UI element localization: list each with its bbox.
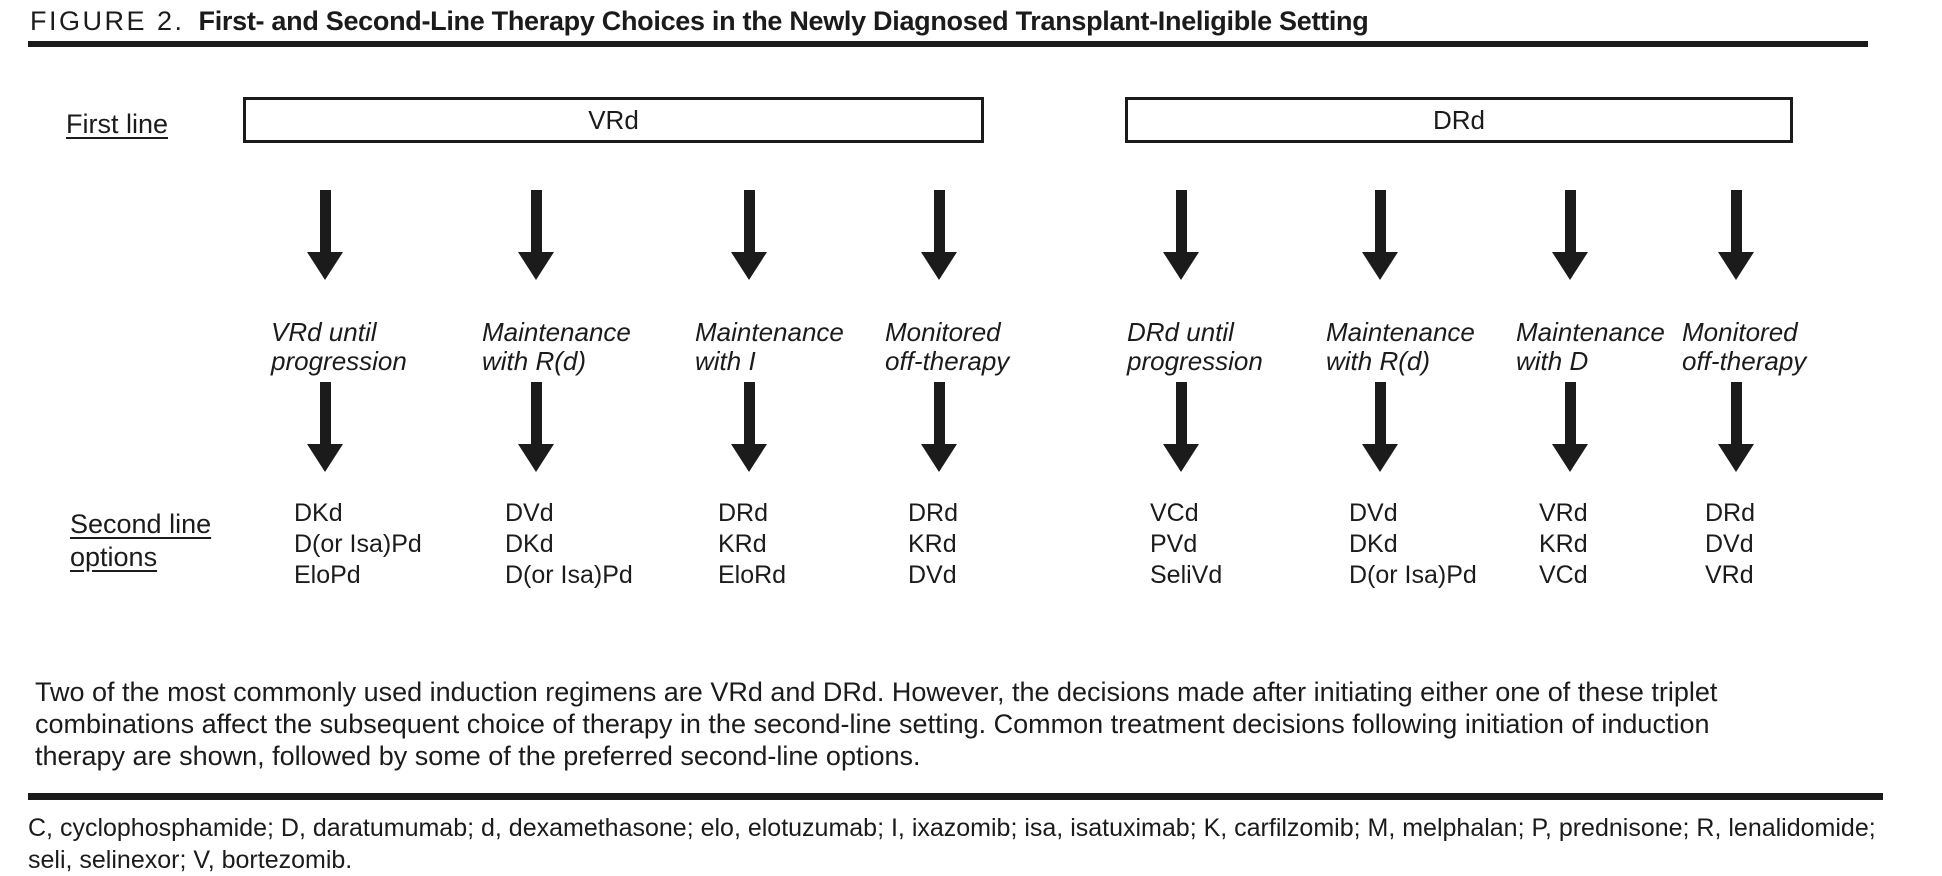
first-line-box-drd: DRd [1125, 97, 1793, 143]
abbreviation-footnote: C, cyclophosphamide; D, daratumumab; d, … [28, 812, 1876, 876]
column-vrd-maintenance-rd: Maintenance with R(d) DVd DKd D(or Isa)P… [426, 190, 646, 591]
down-arrow-icon [1362, 190, 1398, 280]
down-arrow-icon [1718, 382, 1754, 472]
footnote-line: C, cyclophosphamide; D, daratumumab; d, … [28, 814, 1876, 842]
footnote-rule [28, 793, 1883, 800]
second-line-options: DRd KRd EloRd [639, 498, 859, 591]
option-item: DKd [294, 499, 343, 527]
option-item: VRd [1705, 561, 1754, 589]
footnote-line: seli, selinexor; V, bortezomib. [28, 846, 353, 874]
down-arrow-icon [518, 382, 554, 472]
first-line-box-vrd: VRd [243, 97, 984, 143]
decision-label: VRd until progression [271, 317, 407, 376]
caption-line: combinations affect the subsequent choic… [35, 709, 1710, 739]
decision-label: Maintenance with R(d) [1326, 317, 1475, 376]
drd-box-label: DRd [1432, 104, 1485, 135]
down-arrow-icon [921, 382, 957, 472]
option-item: EloPd [294, 561, 361, 589]
decision-label: Monitored off-therapy [885, 317, 1010, 376]
option-item: DVd [505, 499, 554, 527]
decision-label: Monitored off-therapy [1682, 317, 1807, 376]
second-line-options: DKd D(or Isa)Pd EloPd [215, 498, 435, 591]
down-arrow-icon [307, 382, 343, 472]
column-vrd-monitored-off-therapy: Monitored off-therapy DRd KRd DVd [829, 190, 1049, 591]
second-line-options: DVd DKd D(or Isa)Pd [426, 498, 646, 591]
figure-title: First- and Second-Line Therapy Choices i… [198, 6, 1369, 36]
option-item: D(or Isa)Pd [294, 530, 422, 558]
option-item: DRd [718, 499, 769, 527]
option-item: DVd [1349, 499, 1398, 527]
figure-caption: Two of the most commonly used induction … [35, 676, 1717, 772]
down-arrow-icon [1163, 190, 1199, 280]
option-item: DKd [1349, 530, 1398, 558]
caption-line: Two of the most commonly used induction … [35, 677, 1718, 707]
decision-label: Maintenance with D [1516, 317, 1665, 376]
down-arrow-icon [731, 382, 767, 472]
column-drd-until-progression: DRd until progression VCd PVd SeliVd [1071, 190, 1291, 591]
second-line-options-label: Second line options [70, 508, 211, 574]
first-line-label-text: First line [66, 109, 169, 139]
down-arrow-icon [518, 190, 554, 280]
column-drd-monitored-off-therapy: Monitored off-therapy DRd DVd VRd [1626, 190, 1846, 591]
option-item: SeliVd [1150, 561, 1223, 589]
down-arrow-icon [307, 190, 343, 280]
down-arrow-icon [1552, 190, 1588, 280]
column-vrd-maintenance-i: Maintenance with I DRd KRd EloRd [639, 190, 859, 591]
down-arrow-icon [1163, 382, 1199, 472]
figure-label: FIGURE 2. [30, 6, 185, 36]
figure-header: FIGURE 2. First- and Second-Line Therapy … [30, 6, 1369, 36]
second-line-label-line2: options [70, 542, 158, 572]
column-vrd-until-progression: VRd until progression DKd D(or Isa)Pd El… [215, 190, 435, 591]
first-line-label: First line [66, 108, 168, 141]
second-line-label-line1: Second line [70, 509, 212, 539]
second-line-options: DRd KRd DVd [829, 498, 1049, 591]
down-arrow-icon [1718, 190, 1754, 280]
decision-label: Maintenance with R(d) [482, 317, 631, 376]
option-item: KRd [1539, 530, 1588, 558]
option-item: KRd [718, 530, 767, 558]
second-line-options: VCd PVd SeliVd [1071, 498, 1291, 591]
option-item: D(or Isa)Pd [1349, 561, 1477, 589]
option-item: EloRd [718, 561, 787, 589]
column-drd-maintenance-rd: Maintenance with R(d) DVd DKd D(or Isa)P… [1270, 190, 1490, 591]
vrd-box-label: VRd [588, 104, 639, 135]
header-rule [28, 41, 1868, 47]
option-item: DRd [908, 499, 959, 527]
option-item: KRd [908, 530, 957, 558]
column-drd-maintenance-d: Maintenance with D VRd KRd VCd [1460, 190, 1680, 591]
option-item: DVd [908, 561, 957, 589]
option-item: D(or Isa)Pd [505, 561, 633, 589]
option-item: VCd [1539, 561, 1588, 589]
decision-label: Maintenance with I [695, 317, 844, 376]
down-arrow-icon [731, 190, 767, 280]
option-item: DKd [505, 530, 554, 558]
option-item: VRd [1539, 499, 1588, 527]
option-item: VCd [1150, 499, 1199, 527]
option-item: PVd [1150, 530, 1198, 558]
second-line-options: VRd KRd VCd [1460, 498, 1680, 591]
caption-line: therapy are shown, followed by some of t… [35, 741, 921, 771]
down-arrow-icon [921, 190, 957, 280]
second-line-options: DRd DVd VRd [1626, 498, 1846, 591]
second-line-options: DVd DKd D(or Isa)Pd [1270, 498, 1490, 591]
down-arrow-icon [1552, 382, 1588, 472]
option-item: DVd [1705, 530, 1754, 558]
decision-label: DRd until progression [1127, 317, 1263, 376]
option-item: DRd [1705, 499, 1756, 527]
down-arrow-icon [1362, 382, 1398, 472]
